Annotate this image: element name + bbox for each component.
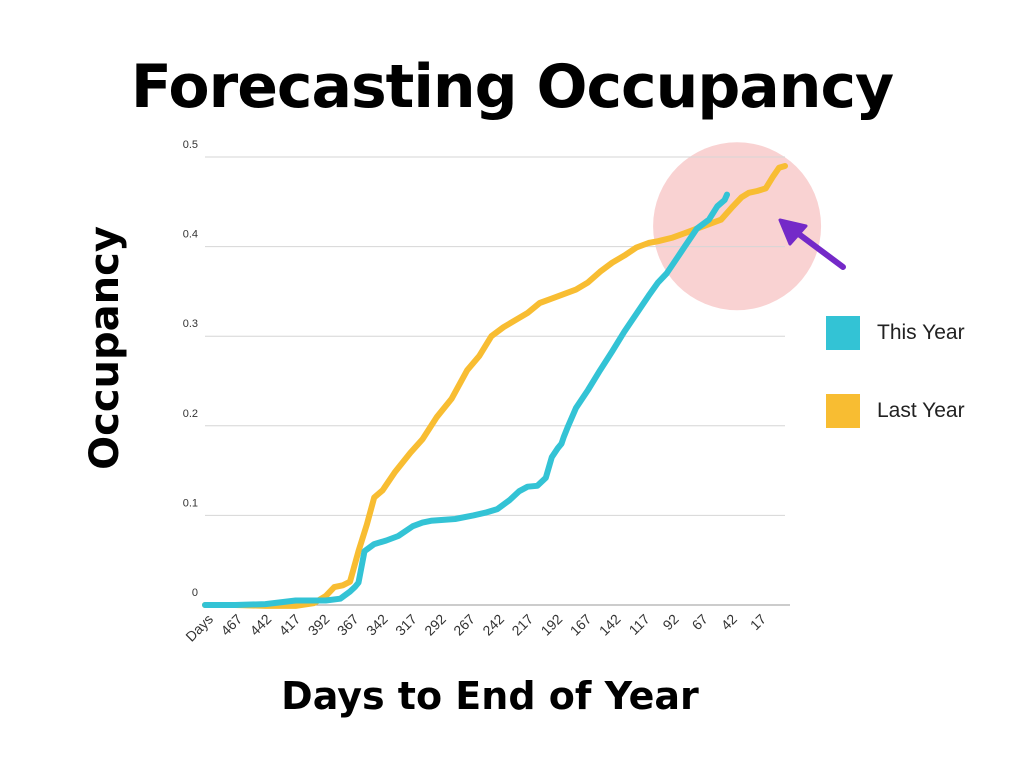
grid-layer	[205, 156, 790, 606]
x-tick-label: 292	[421, 611, 449, 639]
x-tick-label: 417	[276, 611, 304, 639]
x-tick-label: Days	[182, 611, 216, 645]
y-tick-label: 0.2	[183, 408, 198, 420]
x-tick-label: 192	[538, 611, 566, 639]
x-tick-label: 467	[217, 611, 245, 639]
highlight-layer	[653, 142, 822, 311]
legend-swatch-this-year	[826, 316, 860, 350]
x-tick-label: 267	[450, 611, 478, 639]
highlight-circle	[653, 142, 822, 311]
legend-label-last-year: Last Year	[877, 399, 965, 422]
x-tick-label: 117	[626, 611, 653, 638]
x-tick-label: 92	[659, 611, 681, 633]
x-tick-label: 42	[718, 611, 740, 633]
series-layer	[202, 163, 788, 609]
x-tick-label: 392	[305, 611, 333, 639]
x-tick-label: 367	[334, 611, 362, 639]
annotation-arrow	[778, 218, 846, 270]
arrow-shaft	[789, 226, 846, 270]
y-tick-label: 0.5	[183, 139, 198, 151]
x-tick-label: 67	[689, 611, 711, 633]
legend-label-this-year: This Year	[877, 321, 965, 344]
legend-swatch-last-year	[826, 394, 860, 428]
arrow-head	[778, 218, 808, 246]
y-tick-label: 0	[192, 587, 198, 599]
x-tick-label: 142	[596, 611, 624, 639]
legend-item-this-year: This Year	[826, 316, 965, 350]
chart-title: Forecasting Occupancy	[130, 52, 894, 122]
x-tick-label: 17	[747, 611, 769, 633]
series-line-this-year	[202, 191, 730, 608]
y-tick-label: 0.4	[183, 229, 198, 241]
y-tick-layer: 0 0.1 0.2 0.3 0.4 0.5	[183, 139, 198, 599]
x-tick-label: 217	[508, 611, 536, 639]
x-tick-label: 167	[567, 611, 595, 639]
x-tick-label: 242	[479, 611, 507, 639]
x-axis-label: Days to End of Year	[281, 674, 699, 718]
x-tick-label: 342	[363, 611, 391, 639]
legend: This Year Last Year	[826, 316, 965, 472]
legend-item-last-year: Last Year	[826, 394, 965, 428]
x-tick-label: 442	[247, 611, 275, 639]
x-tick-layer: Days 467 442 417 392 367 342 317 292 267 242 217 192…	[182, 611, 769, 645]
series-line-last-year	[202, 163, 788, 609]
y-tick-label: 0.1	[183, 497, 198, 509]
y-tick-label: 0.3	[183, 318, 198, 330]
x-tick-label: 317	[392, 611, 420, 639]
